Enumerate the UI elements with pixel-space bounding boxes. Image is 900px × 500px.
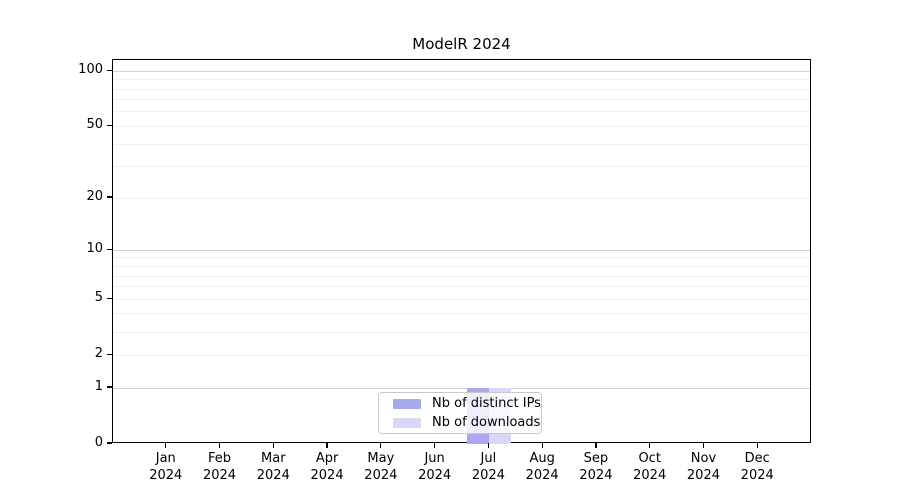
y-tick-label: 0 bbox=[94, 435, 103, 450]
x-tick-label: Feb 2024 bbox=[188, 450, 252, 484]
gridline-minor bbox=[113, 275, 810, 277]
downloads-swatch bbox=[393, 417, 421, 428]
gridline-minor bbox=[113, 143, 810, 145]
x-tick-mark bbox=[649, 443, 651, 448]
gridline-minor bbox=[113, 354, 810, 356]
x-tick-year: 2024 bbox=[149, 468, 183, 483]
x-tick-month: Jun bbox=[424, 451, 445, 466]
y-tick-mark bbox=[107, 124, 112, 126]
x-tick-month: Aug bbox=[529, 451, 555, 466]
legend-row-distinct-ips: Nb of distinct IPs bbox=[387, 396, 541, 411]
chart-title: ModelR 2024 bbox=[412, 35, 511, 53]
legend-label-downloads: Nb of downloads bbox=[432, 415, 541, 430]
gridline-minor bbox=[113, 266, 810, 267]
x-tick-month: May bbox=[367, 451, 395, 466]
x-tick-month: Dec bbox=[744, 451, 770, 466]
x-tick-year: 2024 bbox=[418, 468, 452, 483]
x-tick-label: Apr 2024 bbox=[295, 450, 359, 484]
gridline-minor bbox=[113, 125, 810, 127]
x-tick-mark bbox=[595, 443, 597, 448]
legend: Nb of distinct IPs Nb of downloads bbox=[378, 392, 542, 434]
x-tick-mark bbox=[487, 443, 489, 448]
gridline-minor bbox=[113, 257, 810, 259]
x-tick-mark bbox=[541, 443, 543, 448]
gridline-minor bbox=[113, 331, 810, 333]
x-tick-year: 2024 bbox=[686, 468, 720, 483]
y-tick-mark bbox=[107, 442, 112, 444]
y-tick-mark bbox=[107, 353, 112, 355]
gridline-minor bbox=[113, 286, 810, 288]
x-tick-mark bbox=[218, 443, 221, 448]
gridline-minor bbox=[113, 79, 810, 81]
y-tick-mark bbox=[107, 196, 112, 198]
legend-label-distinct-ips: Nb of distinct IPs bbox=[432, 396, 541, 411]
distinct-ips-swatch bbox=[393, 398, 421, 409]
x-tick-label: Dec 2024 bbox=[725, 450, 789, 484]
x-tick-mark bbox=[326, 443, 328, 448]
gridline-major bbox=[113, 249, 810, 251]
x-tick-label: Jan 2024 bbox=[134, 450, 198, 484]
y-tick-mark bbox=[107, 386, 112, 388]
y-tick-mark bbox=[107, 248, 112, 250]
x-tick-mark bbox=[165, 443, 167, 448]
x-tick-label: Sep 2024 bbox=[564, 450, 628, 484]
x-tick-year: 2024 bbox=[633, 468, 667, 483]
x-tick-year: 2024 bbox=[364, 468, 398, 483]
y-tick-label: 20 bbox=[86, 189, 103, 205]
y-tick-label: 5 bbox=[94, 290, 103, 306]
x-tick-month: Nov bbox=[690, 451, 717, 466]
gridline-minor bbox=[113, 298, 810, 300]
x-tick-label: Oct 2024 bbox=[618, 450, 682, 484]
gridline-minor bbox=[113, 197, 810, 199]
x-tick-label: Nov 2024 bbox=[671, 450, 735, 484]
y-tick-label: 10 bbox=[86, 241, 103, 257]
x-tick-year: 2024 bbox=[579, 468, 613, 483]
x-tick-mark bbox=[434, 443, 436, 448]
y-tick-mark bbox=[107, 297, 112, 299]
x-tick-label: Aug 2024 bbox=[510, 450, 574, 484]
x-tick-month: Mar bbox=[261, 451, 286, 466]
legend-row-downloads: Nb of downloads bbox=[387, 415, 540, 430]
x-tick-month: Jul bbox=[480, 451, 497, 466]
x-tick-year: 2024 bbox=[310, 468, 344, 483]
x-tick-month: Sep bbox=[583, 451, 609, 466]
x-tick-mark bbox=[380, 443, 382, 448]
x-tick-year: 2024 bbox=[740, 468, 774, 483]
x-tick-label: Mar 2024 bbox=[241, 450, 305, 484]
x-tick-year: 2024 bbox=[202, 468, 237, 483]
y-tick-label: 2 bbox=[94, 346, 103, 362]
x-tick-month: Feb bbox=[208, 451, 232, 466]
y-tick-mark bbox=[107, 69, 112, 71]
y-tick-label: 100 bbox=[78, 62, 103, 78]
x-tick-month: Oct bbox=[638, 451, 661, 466]
x-tick-year: 2024 bbox=[256, 468, 290, 483]
x-tick-month: Jan bbox=[155, 451, 176, 466]
x-tick-year: 2024 bbox=[525, 468, 559, 483]
x-tick-label: Jun 2024 bbox=[403, 450, 467, 484]
gridline-minor bbox=[113, 88, 810, 90]
gridline-major bbox=[113, 70, 810, 72]
y-tick-label: 50 bbox=[86, 117, 103, 133]
x-tick-mark bbox=[272, 443, 274, 448]
gridline-minor bbox=[113, 166, 810, 168]
x-tick-label: May 2024 bbox=[349, 450, 413, 484]
y-tick-label: 1 bbox=[94, 379, 103, 394]
x-tick-year: 2024 bbox=[471, 468, 505, 483]
x-tick-month: Apr bbox=[315, 451, 339, 466]
x-tick-mark bbox=[756, 443, 758, 448]
gridline-major bbox=[113, 387, 810, 389]
gridline-minor bbox=[113, 99, 810, 101]
gridline-minor bbox=[113, 111, 810, 113]
plot-area bbox=[112, 59, 811, 444]
x-tick-mark bbox=[702, 443, 705, 448]
x-tick-label: Jul 2024 bbox=[456, 450, 520, 484]
gridline-minor bbox=[113, 313, 810, 315]
